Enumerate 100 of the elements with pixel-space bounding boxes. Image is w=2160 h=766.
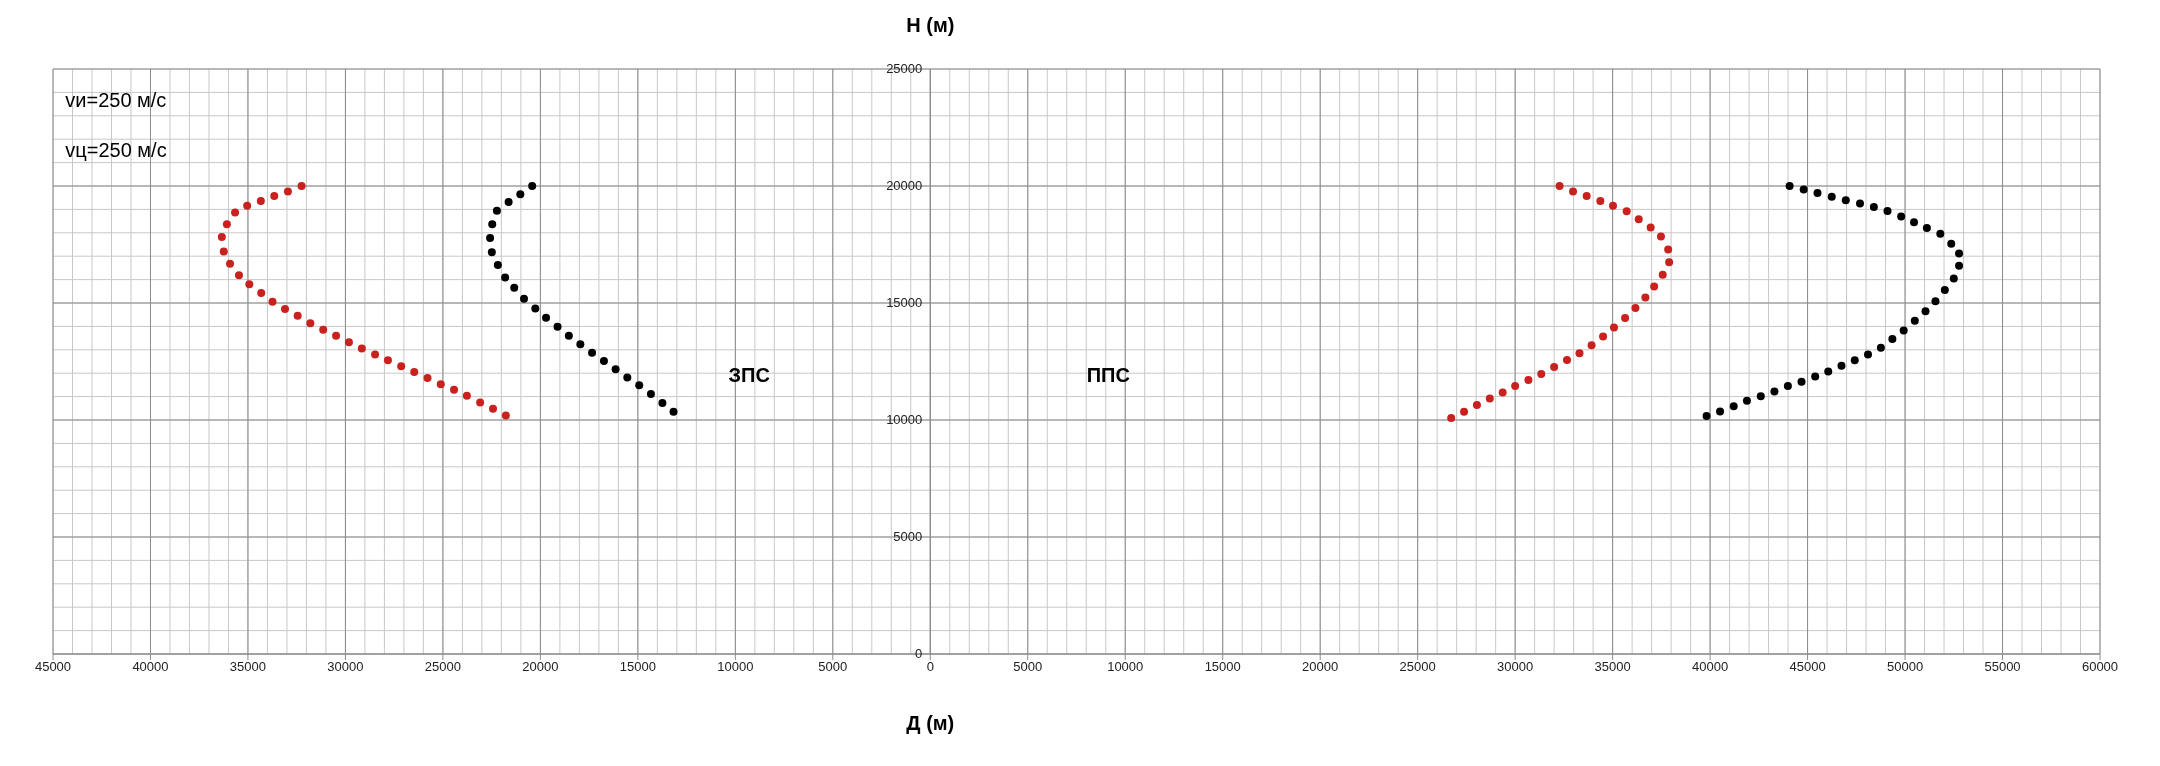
x-tick-label: 10000 [1107,659,1144,675]
point [1949,274,1958,283]
point [1587,341,1596,350]
point [1827,192,1836,201]
point [1910,316,1919,325]
point [1664,245,1673,254]
y-tick-label: 20000 [886,178,923,193]
x-tick-label: 45000 [1789,659,1826,675]
point [564,331,573,340]
point [1472,401,1481,410]
point [1665,258,1674,267]
point [283,187,292,196]
x-tick-label: 30000 [1497,659,1534,675]
point [635,381,644,390]
x-tick-label: 60000 [2081,659,2119,675]
point [410,368,419,377]
point [234,271,243,280]
point [243,201,252,210]
point [1955,261,1964,270]
point [1716,407,1725,416]
point [219,247,228,256]
point [516,190,525,199]
point [1897,212,1906,221]
point [1955,249,1964,258]
x-tick-label: 35000 [1594,659,1631,675]
point [1841,196,1850,205]
point [501,273,510,282]
point [1783,382,1792,391]
point [658,398,667,407]
point [1582,192,1591,201]
point [1537,369,1546,378]
point [476,398,485,407]
point [1899,326,1908,335]
x-tick-label: 5000 [818,659,848,675]
point [1702,412,1711,421]
x-tick-label: 10000 [717,659,754,675]
point [383,356,392,365]
x-tick-label: 40000 [1692,659,1729,675]
annotation: vц=250 м/с [65,139,167,163]
point [1756,392,1765,401]
point [1599,332,1608,341]
x-tick-label: 25000 [424,659,461,675]
x-tick-label: 15000 [1204,659,1241,675]
point [1656,232,1665,241]
point [1799,185,1808,194]
point [397,362,406,371]
point [1609,323,1618,332]
point [528,182,537,190]
point [357,344,366,353]
x-tick-label: 55000 [1984,659,2021,675]
point [646,390,655,399]
point [501,411,510,420]
point [1869,203,1878,212]
point [576,340,585,349]
point [1569,187,1578,196]
y-axis-title: Н (м) [906,14,955,37]
point [1936,229,1945,238]
point [1729,402,1738,411]
point [1550,362,1559,371]
point [1824,367,1833,376]
x-tick-label: 45000 [34,659,72,675]
point [1524,375,1533,384]
point [1931,297,1940,306]
point [344,338,353,347]
point [217,233,226,242]
x-tick-label: 40000 [132,659,169,675]
x-tick-label: 30000 [327,659,364,675]
point [268,297,277,306]
point [611,365,620,374]
point [542,313,551,322]
point [1797,377,1806,386]
x-tick-label: 35000 [229,659,267,675]
annotation: ППС [1086,364,1130,388]
point [588,348,597,357]
point [510,283,519,292]
point [1811,372,1820,381]
point [1922,224,1931,233]
point [599,357,608,366]
point [1498,388,1507,397]
point [531,304,540,313]
y-tick-label: 0 [915,646,923,661]
point [306,319,315,328]
point [1622,207,1631,216]
point [226,259,235,268]
point [623,373,632,382]
point [1575,349,1584,358]
x-tick-label: 25000 [1399,659,1436,675]
point [1921,307,1930,316]
point [1621,313,1630,322]
point [1447,413,1456,422]
point [1609,201,1618,210]
point [489,404,498,413]
point [297,182,306,190]
y-tick-label: 10000 [886,412,923,427]
point [488,220,497,229]
point [486,233,495,242]
point [423,374,432,383]
point [1631,303,1640,312]
point [245,280,254,289]
point [1460,407,1469,416]
